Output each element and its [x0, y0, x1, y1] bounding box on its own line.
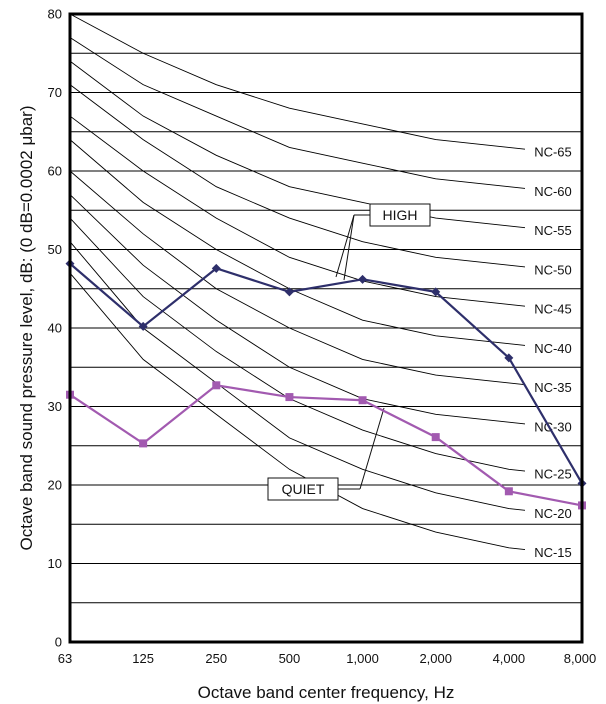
data-point	[139, 439, 148, 448]
x-tick-label: 500	[279, 651, 301, 666]
nc-label-background	[525, 340, 581, 356]
x-tick-label: 63	[58, 651, 72, 666]
quiet-leader-line	[359, 407, 385, 490]
nc-curve	[69, 13, 583, 156]
nc-label-background	[525, 222, 581, 238]
nc-label-background	[525, 379, 581, 395]
data-point	[431, 287, 441, 297]
y-tick-label: 10	[48, 556, 62, 571]
x-tick-label: 250	[205, 651, 227, 666]
data-point	[504, 487, 513, 496]
data-point	[504, 353, 514, 363]
nc-label-background	[525, 261, 581, 277]
data-point	[211, 263, 221, 273]
x-tick-label: 1,000	[346, 651, 379, 666]
high-leader-line	[343, 214, 355, 281]
nc-curve-label: NC-35	[534, 380, 572, 395]
nc-curve	[69, 139, 583, 352]
nc-curve	[69, 194, 583, 431]
data-point	[358, 274, 368, 284]
x-axis-ticks: 63 125 250 500 1,000 2,000 4,000 8,000	[58, 651, 597, 666]
series-line	[69, 262, 583, 484]
nc-curves: NC-15 NC-20 NC-25 NC-30 NC-35 NC-40 NC-45 NC-50…	[69, 13, 583, 560]
nc-curve	[69, 115, 583, 313]
nc-curve-label: NC-40	[534, 341, 572, 356]
x-tick-label: 125	[132, 651, 154, 666]
nc-label-background	[525, 183, 581, 199]
nc-curve	[69, 84, 583, 274]
x-tick-label: 2,000	[419, 651, 452, 666]
y-tick-label: 80	[48, 7, 62, 22]
data-point	[284, 287, 294, 297]
high-callout-box	[369, 203, 431, 227]
x-tick-label: 8,000	[564, 651, 597, 666]
high-leader-line	[335, 214, 355, 278]
nc-curve-label: NC-15	[534, 545, 572, 560]
x-tick-label: 4,000	[493, 651, 526, 666]
nc-label-background	[525, 418, 581, 434]
nc-curve-label: NC-50	[534, 262, 572, 277]
y-tick-label: 60	[48, 164, 62, 179]
y-axis-ticks: 0 10 20 30 40 50 60 70 80	[48, 7, 62, 650]
nc-curve	[69, 170, 583, 392]
callouts: HIGH QUIET	[267, 203, 431, 501]
nc-curve	[69, 60, 583, 235]
x-axis-label: Octave band center frequency, Hz	[198, 683, 455, 702]
nc-curve-label: NC-30	[534, 419, 572, 434]
nc-curve-label: NC-45	[534, 302, 572, 317]
y-tick-label: 0	[55, 635, 62, 650]
y-axis-label: Octave band sound pressure level, dB: (0…	[17, 106, 36, 551]
nc-label-background	[525, 301, 581, 317]
nc-curve-label: NC-55	[534, 223, 572, 238]
nc-curve-label: NC-60	[534, 184, 572, 199]
plot-frame	[68, 12, 584, 644]
nc-curve	[69, 217, 583, 478]
nc-label-background	[525, 144, 581, 160]
y-tick-label: 70	[48, 85, 62, 100]
nc-curve	[69, 241, 583, 517]
series-line	[69, 384, 583, 507]
y-tick-label: 40	[48, 321, 62, 336]
nc-label-background	[525, 544, 581, 560]
nc-curve	[69, 37, 583, 195]
y-tick-label: 50	[48, 242, 62, 257]
nc-curve-label: NC-25	[534, 467, 572, 482]
data-point	[138, 321, 148, 331]
y-tick-label: 30	[48, 399, 62, 414]
high-callout-label: HIGH	[383, 207, 418, 223]
quiet-callout-label: QUIET	[282, 481, 325, 497]
data-point	[431, 433, 440, 442]
gridlines	[70, 52, 582, 604]
nc-curve-label: NC-20	[534, 506, 572, 521]
y-tick-label: 20	[48, 478, 62, 493]
nc-label-background	[525, 505, 581, 521]
data-point	[358, 396, 367, 405]
nc-label-background	[525, 466, 581, 482]
quiet-callout-box	[267, 477, 339, 501]
data-point	[285, 393, 294, 402]
nc-curve-label: NC-65	[534, 145, 572, 160]
data-point	[212, 381, 221, 390]
